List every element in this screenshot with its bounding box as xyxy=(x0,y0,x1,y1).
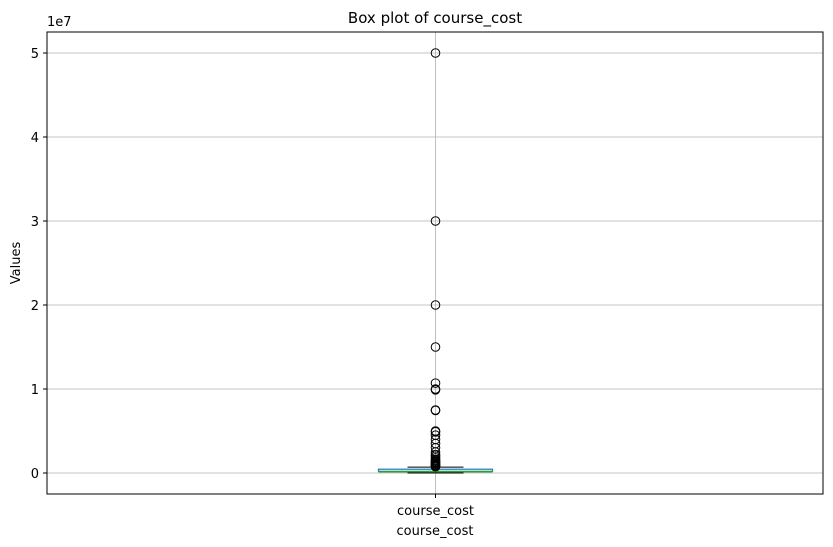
outlier-layer xyxy=(430,48,441,472)
y-axis-label: Values xyxy=(9,242,24,285)
outlier-point xyxy=(430,216,441,226)
outlier-point xyxy=(430,48,441,58)
y-tick-label: 2 xyxy=(31,299,39,314)
y-tick-label: 5 xyxy=(31,47,39,62)
y-tick-label: 4 xyxy=(31,131,39,146)
y-axis-offset-text: 1e7 xyxy=(47,15,72,30)
outlier-point xyxy=(430,427,441,437)
tick-layer: 0 1 2 3 4 5 course_cost xyxy=(31,47,474,519)
outlier-point xyxy=(430,342,441,352)
outlier-point xyxy=(430,300,441,310)
outlier-point xyxy=(430,461,441,472)
axes-frame xyxy=(46,31,824,495)
outlier-point xyxy=(430,385,441,395)
y-tick-label: 0 xyxy=(31,467,39,482)
outlier-point xyxy=(430,378,441,388)
outlier-point xyxy=(430,405,441,416)
x-axis-label: course_cost xyxy=(397,524,474,539)
y-tick-label: 1 xyxy=(31,383,39,398)
y-tick-label: 3 xyxy=(31,215,39,230)
grid-layer xyxy=(47,32,823,494)
x-tick-label: course_cost xyxy=(397,504,474,519)
chart-title: Box plot of course_cost xyxy=(348,9,522,28)
